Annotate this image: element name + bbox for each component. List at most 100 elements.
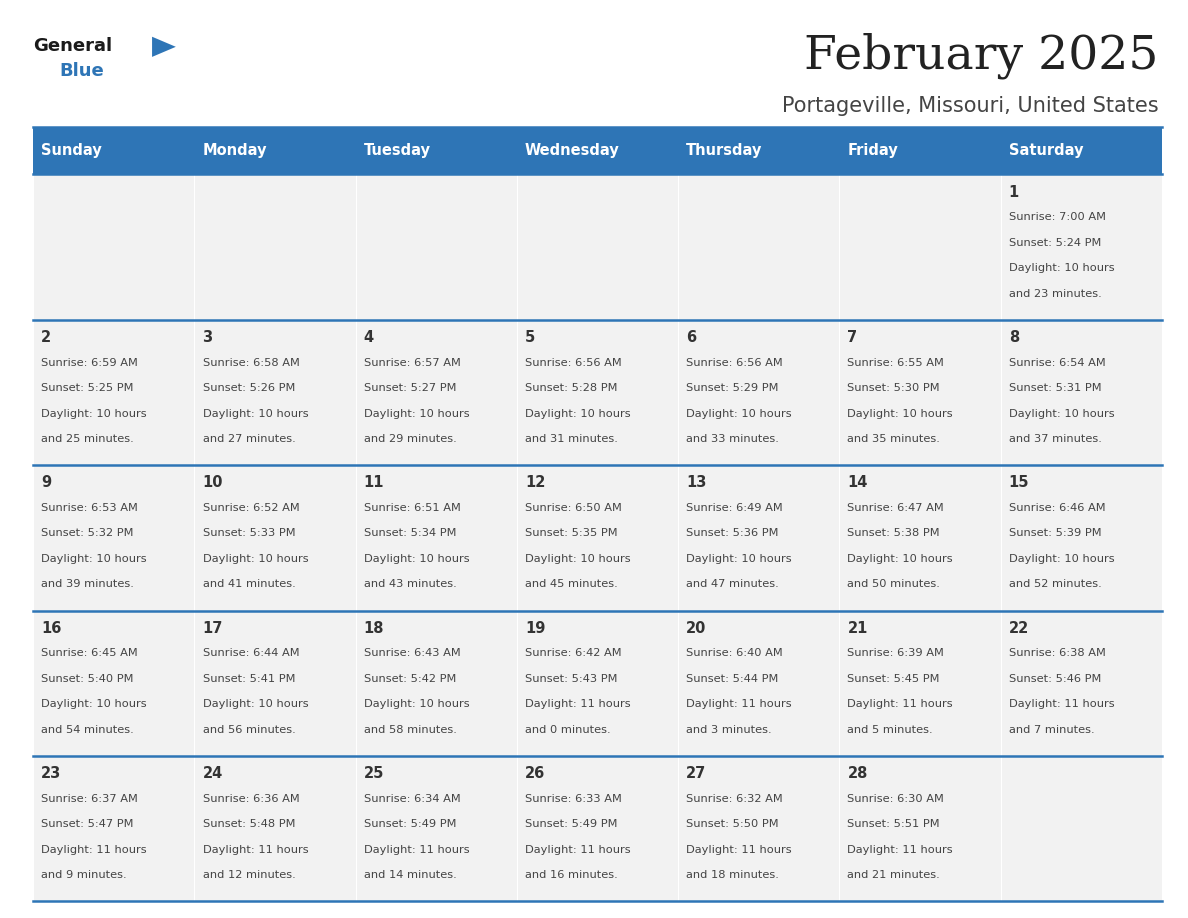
Text: Sunset: 5:24 PM: Sunset: 5:24 PM: [1009, 238, 1101, 248]
Text: Sunrise: 6:55 AM: Sunrise: 6:55 AM: [847, 358, 944, 367]
Text: and 16 minutes.: and 16 minutes.: [525, 870, 618, 880]
Text: 11: 11: [364, 476, 384, 490]
Text: Sunrise: 6:44 AM: Sunrise: 6:44 AM: [202, 648, 299, 658]
Text: Sunset: 5:47 PM: Sunset: 5:47 PM: [42, 820, 134, 829]
Text: February 2025: February 2025: [804, 32, 1158, 79]
Text: 8: 8: [1009, 330, 1019, 345]
Text: 4: 4: [364, 330, 374, 345]
Text: Sunrise: 6:33 AM: Sunrise: 6:33 AM: [525, 794, 621, 804]
Text: Sunrise: 6:52 AM: Sunrise: 6:52 AM: [202, 503, 299, 513]
Text: Sunrise: 6:54 AM: Sunrise: 6:54 AM: [1009, 358, 1106, 367]
Text: Monday: Monday: [202, 143, 267, 158]
Text: Sunrise: 6:36 AM: Sunrise: 6:36 AM: [202, 794, 299, 804]
Text: 12: 12: [525, 476, 545, 490]
Text: Wednesday: Wednesday: [525, 143, 620, 158]
Text: Sunrise: 6:57 AM: Sunrise: 6:57 AM: [364, 358, 461, 367]
Text: Sunrise: 6:38 AM: Sunrise: 6:38 AM: [1009, 648, 1106, 658]
Text: Sunset: 5:43 PM: Sunset: 5:43 PM: [525, 674, 618, 684]
Text: Sunrise: 6:37 AM: Sunrise: 6:37 AM: [42, 794, 138, 804]
Text: Sunrise: 6:39 AM: Sunrise: 6:39 AM: [847, 648, 944, 658]
Bar: [33, 174, 1162, 319]
Text: Daylight: 10 hours: Daylight: 10 hours: [42, 700, 147, 710]
Text: Sunrise: 6:34 AM: Sunrise: 6:34 AM: [364, 794, 461, 804]
Text: Sunrise: 6:30 AM: Sunrise: 6:30 AM: [847, 794, 944, 804]
Text: and 37 minutes.: and 37 minutes.: [1009, 434, 1101, 444]
Text: Friday: Friday: [847, 143, 898, 158]
Text: Sunset: 5:34 PM: Sunset: 5:34 PM: [364, 529, 456, 539]
Text: and 25 minutes.: and 25 minutes.: [42, 434, 134, 444]
Bar: [355, 127, 517, 174]
Text: and 23 minutes.: and 23 minutes.: [1009, 288, 1101, 298]
Text: 28: 28: [847, 767, 868, 781]
Text: and 43 minutes.: and 43 minutes.: [364, 579, 456, 589]
Text: Sunrise: 6:50 AM: Sunrise: 6:50 AM: [525, 503, 621, 513]
Text: and 3 minutes.: and 3 minutes.: [687, 725, 772, 734]
Text: Daylight: 11 hours: Daylight: 11 hours: [1009, 700, 1114, 710]
Bar: [33, 756, 1162, 901]
Text: Sunrise: 6:59 AM: Sunrise: 6:59 AM: [42, 358, 138, 367]
Text: Sunrise: 6:56 AM: Sunrise: 6:56 AM: [687, 358, 783, 367]
Polygon shape: [152, 37, 176, 57]
Text: Daylight: 10 hours: Daylight: 10 hours: [525, 554, 631, 564]
Text: Sunset: 5:42 PM: Sunset: 5:42 PM: [364, 674, 456, 684]
Text: Sunrise: 6:45 AM: Sunrise: 6:45 AM: [42, 648, 138, 658]
Text: and 41 minutes.: and 41 minutes.: [202, 579, 296, 589]
Text: 27: 27: [687, 767, 707, 781]
Text: 6: 6: [687, 330, 696, 345]
Text: Sunset: 5:45 PM: Sunset: 5:45 PM: [847, 674, 940, 684]
Text: Sunrise: 6:46 AM: Sunrise: 6:46 AM: [1009, 503, 1105, 513]
Text: Daylight: 10 hours: Daylight: 10 hours: [1009, 554, 1114, 564]
Text: 1: 1: [1009, 185, 1019, 199]
Text: 17: 17: [202, 621, 223, 636]
Text: and 47 minutes.: and 47 minutes.: [687, 579, 779, 589]
Text: Daylight: 10 hours: Daylight: 10 hours: [525, 409, 631, 419]
Text: 20: 20: [687, 621, 707, 636]
Text: 9: 9: [42, 476, 51, 490]
Text: and 50 minutes.: and 50 minutes.: [847, 579, 941, 589]
Text: Sunrise: 6:58 AM: Sunrise: 6:58 AM: [202, 358, 299, 367]
Text: Daylight: 11 hours: Daylight: 11 hours: [202, 845, 308, 855]
Text: and 39 minutes.: and 39 minutes.: [42, 579, 134, 589]
Text: and 12 minutes.: and 12 minutes.: [202, 870, 296, 880]
Text: Daylight: 10 hours: Daylight: 10 hours: [364, 700, 469, 710]
Text: Sunrise: 6:32 AM: Sunrise: 6:32 AM: [687, 794, 783, 804]
Text: Sunset: 5:49 PM: Sunset: 5:49 PM: [364, 820, 456, 829]
Bar: [33, 319, 1162, 465]
Text: 13: 13: [687, 476, 707, 490]
Text: Sunset: 5:40 PM: Sunset: 5:40 PM: [42, 674, 134, 684]
Text: Sunset: 5:27 PM: Sunset: 5:27 PM: [364, 383, 456, 393]
Text: and 5 minutes.: and 5 minutes.: [847, 725, 933, 734]
Text: Daylight: 10 hours: Daylight: 10 hours: [202, 409, 308, 419]
Text: and 35 minutes.: and 35 minutes.: [847, 434, 941, 444]
Text: and 31 minutes.: and 31 minutes.: [525, 434, 618, 444]
Text: Daylight: 11 hours: Daylight: 11 hours: [42, 845, 147, 855]
Text: 10: 10: [202, 476, 223, 490]
Text: 25: 25: [364, 767, 384, 781]
Text: Sunset: 5:28 PM: Sunset: 5:28 PM: [525, 383, 618, 393]
Text: 19: 19: [525, 621, 545, 636]
Text: Sunset: 5:29 PM: Sunset: 5:29 PM: [687, 383, 779, 393]
Bar: [678, 127, 840, 174]
Text: Daylight: 10 hours: Daylight: 10 hours: [847, 409, 953, 419]
Bar: [33, 127, 195, 174]
Text: and 45 minutes.: and 45 minutes.: [525, 579, 618, 589]
Text: and 9 minutes.: and 9 minutes.: [42, 870, 127, 880]
Text: Tuesday: Tuesday: [364, 143, 431, 158]
Text: Daylight: 11 hours: Daylight: 11 hours: [687, 845, 792, 855]
Text: Sunset: 5:35 PM: Sunset: 5:35 PM: [525, 529, 618, 539]
Text: Sunrise: 6:47 AM: Sunrise: 6:47 AM: [847, 503, 944, 513]
Bar: [195, 127, 355, 174]
Text: Daylight: 10 hours: Daylight: 10 hours: [687, 554, 792, 564]
Text: and 33 minutes.: and 33 minutes.: [687, 434, 779, 444]
Text: Daylight: 11 hours: Daylight: 11 hours: [687, 700, 792, 710]
Text: Sunrise: 6:43 AM: Sunrise: 6:43 AM: [364, 648, 461, 658]
Text: and 7 minutes.: and 7 minutes.: [1009, 725, 1094, 734]
Text: Daylight: 10 hours: Daylight: 10 hours: [42, 554, 147, 564]
Text: Daylight: 11 hours: Daylight: 11 hours: [847, 700, 953, 710]
Text: Daylight: 10 hours: Daylight: 10 hours: [202, 700, 308, 710]
Text: Daylight: 10 hours: Daylight: 10 hours: [687, 409, 792, 419]
Text: Sunset: 5:25 PM: Sunset: 5:25 PM: [42, 383, 134, 393]
Text: Sunset: 5:33 PM: Sunset: 5:33 PM: [202, 529, 295, 539]
Text: Sunrise: 6:40 AM: Sunrise: 6:40 AM: [687, 648, 783, 658]
Text: Sunrise: 6:51 AM: Sunrise: 6:51 AM: [364, 503, 461, 513]
